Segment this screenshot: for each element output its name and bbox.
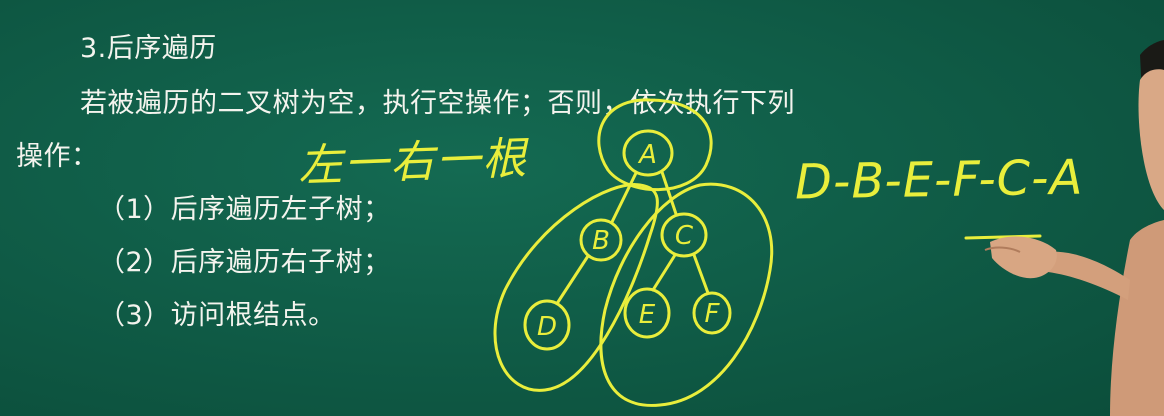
chalk-underline	[964, 234, 1042, 240]
lesson-step-1: （1）后序遍历左子树；	[98, 194, 391, 225]
node-circle	[660, 212, 708, 258]
instructor-face	[1138, 69, 1164, 210]
tree-edge	[610, 171, 638, 224]
instructor-arm	[1048, 251, 1130, 300]
node-circle	[523, 299, 571, 351]
tree-edge	[692, 253, 710, 295]
left-subtree-loop	[493, 183, 659, 392]
lesson-step-3: （3）访问根结点。	[98, 300, 336, 331]
node-circle	[622, 129, 674, 177]
instructor-finger	[984, 246, 1021, 253]
node-circle	[692, 291, 732, 335]
node-label: B	[592, 226, 610, 256]
tree-edge	[651, 253, 677, 292]
node-circle	[579, 218, 623, 262]
instructor-body	[1110, 220, 1164, 416]
node-circle	[623, 287, 671, 339]
node-label: F	[705, 299, 721, 329]
root-group-loop	[597, 98, 713, 192]
lesson-description-line2: 操作：	[16, 141, 99, 172]
node-label: A	[637, 140, 657, 170]
tree-edge	[556, 254, 590, 304]
instructor-hand	[990, 236, 1057, 279]
lesson-step-2: （2）后序遍历右子树；	[98, 247, 391, 278]
right-subtree-loop	[599, 182, 774, 407]
tree-edge	[660, 170, 678, 216]
node-label: D	[537, 312, 557, 342]
node-label: C	[675, 221, 694, 251]
node-label: E	[639, 300, 656, 330]
lesson-title: 3.后序遍历	[80, 33, 217, 64]
